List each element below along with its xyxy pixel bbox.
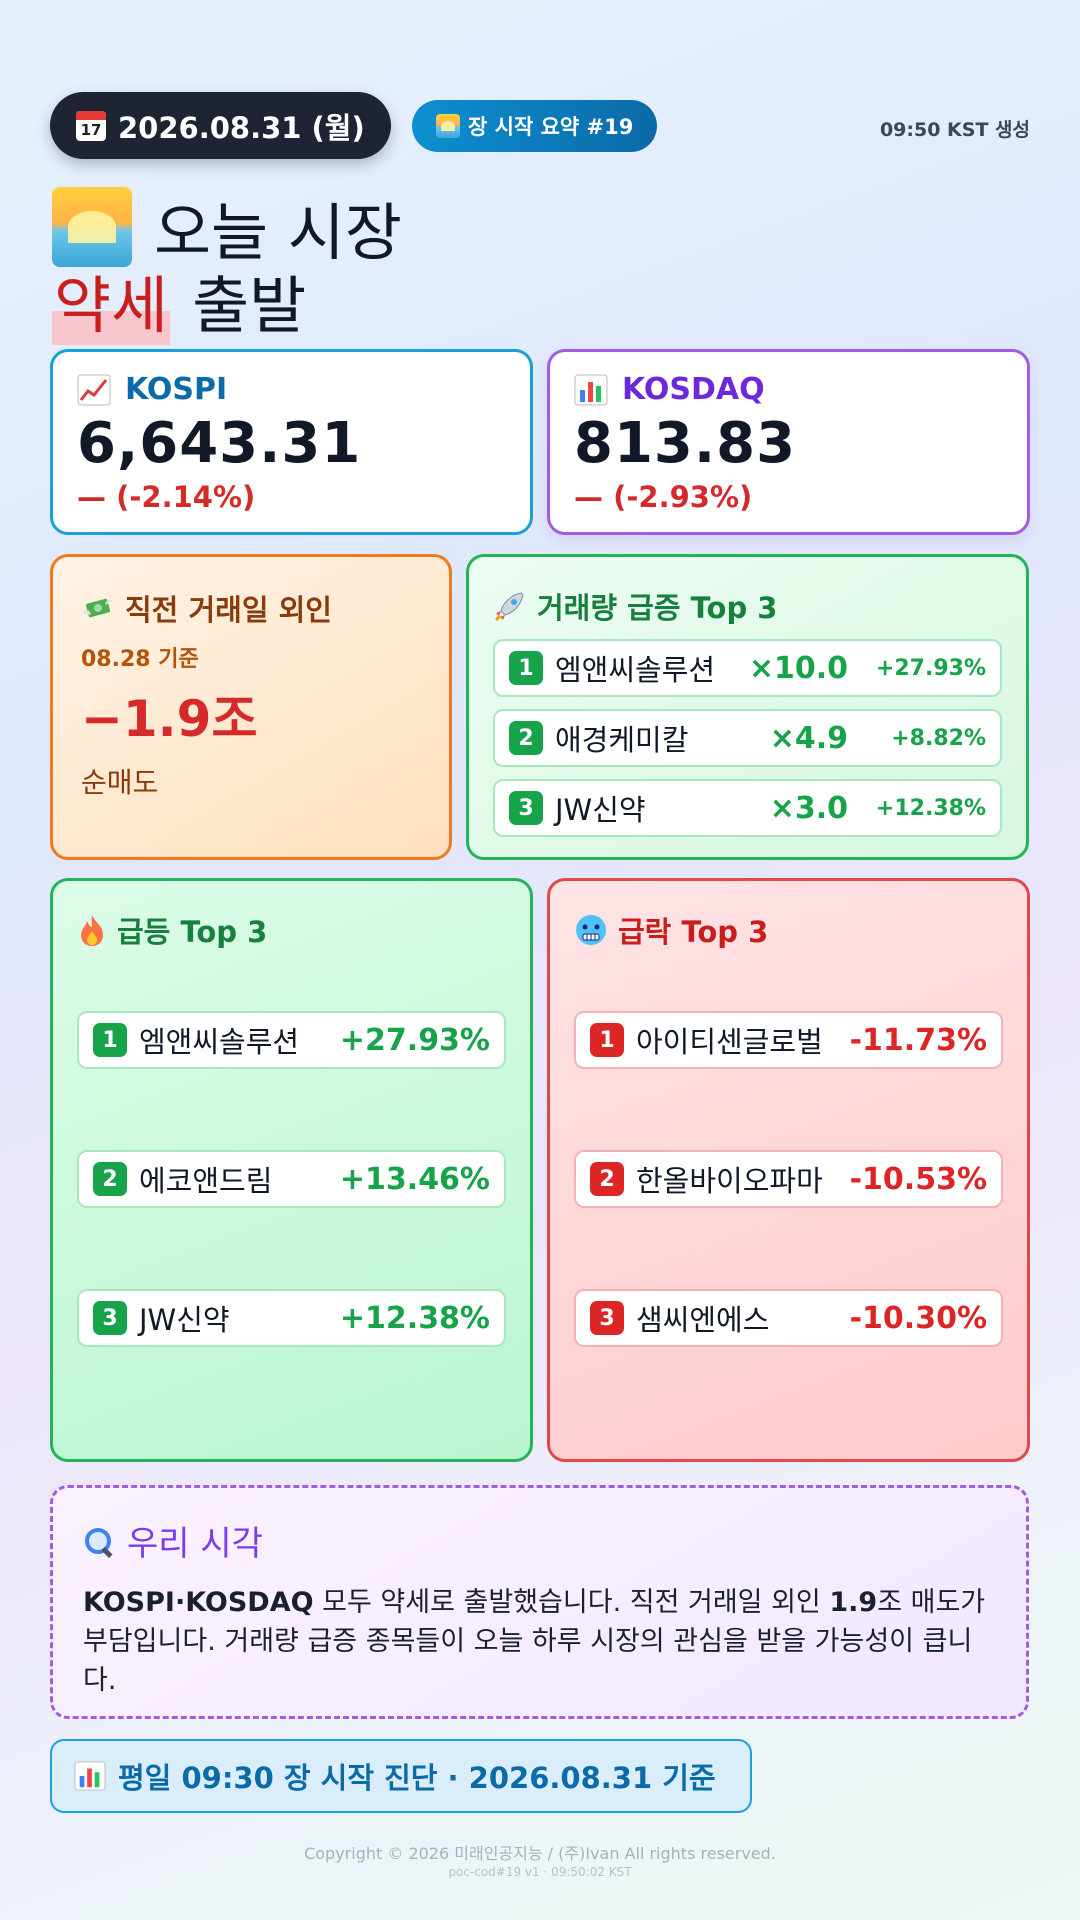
our-view-card: 우리 시각 KOSPI·KOSDAQ 모두 약세로 출발했습니다. 직전 거래일… [50, 1485, 1029, 1719]
volume-row: 1 엠앤씨솔루션 ×10.0 +27.93% [493, 639, 1002, 697]
summary-badge: 장 시작 요약 #19 [412, 100, 658, 152]
kosdaq-change: — (-2.93%) [574, 480, 753, 514]
foreign-amount: −1.9조 [81, 690, 258, 748]
magnifier-icon [83, 1526, 113, 1556]
stock-name: 샘씨엔에스 [636, 1303, 770, 1337]
title-highlight: 약세 [52, 255, 171, 345]
volume-surge-card: 거래량 급증 Top 3 1 엠앤씨솔루션 ×10.0 +27.93% 2 애경… [466, 554, 1029, 860]
rank-badge: 1 [509, 651, 543, 685]
foreign-title: 직전 거래일 외인 [125, 593, 332, 627]
foreign-investor-card: 직전 거래일 외인 08.28 기준 −1.9조 순매도 [50, 554, 452, 860]
kospi-label-row: KOSPI [77, 372, 506, 407]
kosdaq-label: KOSDAQ [622, 372, 765, 407]
price-change: -10.53% [849, 1161, 987, 1197]
chart-increasing-icon [77, 374, 111, 405]
bar-chart-icon [574, 374, 608, 405]
fire-icon [81, 915, 103, 946]
page-title: 오늘 시장 [52, 182, 402, 272]
date-badge: 17 2026.08.31 (월) [50, 92, 391, 159]
page-title-line2: 약세 출발 [52, 255, 306, 345]
summary-label: 장 시작 요약 #19 [468, 115, 634, 139]
kosdaq-value: 813.83 [574, 411, 797, 476]
copyright: Copyright © 2026 미래인공지능 / (주)Ivan All ri… [304, 1844, 776, 1863]
view-title: 우리 시각 [127, 1524, 263, 1564]
gainers-title-row: 급등 Top 3 [77, 909, 506, 951]
volume-title-row: 거래량 급증 Top 3 [493, 585, 1002, 627]
list-item: 2 한올바이오파마 -10.53% [574, 1150, 1003, 1208]
price-change: +27.93% [875, 655, 986, 681]
kospi-label: KOSPI [125, 372, 228, 407]
stock-name: JW신약 [139, 1303, 230, 1337]
basis-label: 평일 09:30 장 시작 진단 · 2026.08.31 기준 [118, 1761, 716, 1795]
volume-multiple: ×3.0 [769, 790, 848, 826]
view-body-bold: 1.9 [829, 1587, 878, 1618]
money-wings-icon [83, 598, 113, 618]
volume-multiple: ×10.0 [748, 650, 848, 686]
rocket-icon [494, 592, 524, 622]
view-title-row: 우리 시각 [83, 1516, 996, 1565]
price-change: +27.93% [339, 1022, 490, 1058]
view-body-text: 조 매도가 부담입니다. 거래량 급증 종목들이 오늘 하루 시장의 관심을 받… [83, 1587, 986, 1696]
basis-badge: 평일 09:30 장 시작 진단 · 2026.08.31 기준 [50, 1739, 752, 1813]
view-body: KOSPI·KOSDAQ 모두 약세로 출발했습니다. 직전 거래일 외인 1.… [83, 1583, 996, 1700]
cold-face-icon [576, 915, 606, 945]
stock-name: 아이티센글로벌 [636, 1025, 823, 1059]
list-item: 2 에코앤드림 +13.46% [77, 1150, 506, 1208]
title-line1: 오늘 시장 [154, 196, 402, 269]
volume-row: 2 애경케미칼 ×4.9 +8.82% [493, 709, 1002, 767]
foreign-date: 08.28 기준 [81, 647, 199, 672]
kospi-value: 6,643.31 [77, 411, 362, 476]
sunrise-icon [436, 114, 460, 138]
list-item: 3 JW신약 +12.38% [77, 1289, 506, 1347]
rank-badge: 1 [93, 1023, 127, 1057]
price-change: +8.82% [891, 725, 986, 751]
rank-badge: 2 [590, 1162, 624, 1196]
volume-title: 거래량 급증 Top 3 [537, 591, 778, 625]
volume-row: 3 JW신약 ×3.0 +12.38% [493, 779, 1002, 837]
losers-title: 급락 Top 3 [618, 915, 769, 949]
losers-card: 급락 Top 3 1 아이티센글로벌 -11.73% 2 한올바이오파마 -10… [547, 878, 1030, 1462]
list-item: 1 엠앤씨솔루션 +27.93% [77, 1011, 506, 1069]
gainers-card: 급등 Top 3 1 엠앤씨솔루션 +27.93% 2 에코앤드림 +13.46… [50, 878, 533, 1462]
price-change: +13.46% [339, 1161, 490, 1197]
price-change: -10.30% [849, 1300, 987, 1336]
stock-name: 엠앤씨솔루션 [139, 1025, 300, 1059]
calendar-icon: 17 [76, 110, 106, 141]
view-body-bold: KOSPI·KOSDAQ [83, 1587, 314, 1618]
rank-badge: 3 [93, 1301, 127, 1335]
gainers-title: 급등 Top 3 [117, 915, 268, 949]
rank-badge: 3 [590, 1301, 624, 1335]
view-body-text: 모두 약세로 출발했습니다. 직전 거래일 외인 [313, 1587, 830, 1618]
gainers-list: 1 엠앤씨솔루션 +27.93% 2 에코앤드림 +13.46% 3 JW신약 … [77, 1011, 506, 1347]
price-change: -11.73% [849, 1022, 987, 1058]
build-info: poc-cod#19 v1 · 09:50:02 KST [448, 1865, 632, 1879]
stock-name: 에코앤드림 [139, 1164, 273, 1198]
stock-name: JW신약 [555, 793, 646, 827]
kospi-change: — (-2.14%) [77, 480, 256, 514]
price-change: +12.38% [339, 1300, 490, 1336]
kosdaq-label-row: KOSDAQ [574, 372, 1003, 407]
losers-title-row: 급락 Top 3 [574, 909, 1003, 951]
rank-badge: 2 [509, 721, 543, 755]
kosdaq-card: KOSDAQ 813.83 — (-2.93%) [547, 349, 1030, 535]
kospi-card: KOSPI 6,643.31 — (-2.14%) [50, 349, 533, 535]
bar-chart-icon [74, 1761, 106, 1791]
sunrise-icon [52, 187, 132, 267]
list-item: 1 아이티센글로벌 -11.73% [574, 1011, 1003, 1069]
title-line2-rest: 출발 [192, 269, 307, 342]
rank-badge: 2 [93, 1162, 127, 1196]
rank-badge: 3 [509, 791, 543, 825]
stock-name: 애경케미칼 [555, 723, 689, 757]
foreign-desc: 순매도 [81, 766, 159, 799]
foreign-title-row: 직전 거래일 외인 [81, 587, 421, 629]
list-item: 3 샘씨엔에스 -10.30% [574, 1289, 1003, 1347]
stock-name: 한올바이오파마 [636, 1164, 823, 1198]
losers-list: 1 아이티센글로벌 -11.73% 2 한올바이오파마 -10.53% 3 샘씨… [574, 1011, 1003, 1347]
price-change: +12.38% [875, 795, 986, 821]
volume-multiple: ×4.9 [769, 720, 848, 756]
stock-name: 엠앤씨솔루션 [555, 653, 716, 687]
rank-badge: 1 [590, 1023, 624, 1057]
date-label: 2026.08.31 (월) [118, 110, 365, 145]
generated-time: 09:50 KST 생성 [879, 119, 1030, 141]
